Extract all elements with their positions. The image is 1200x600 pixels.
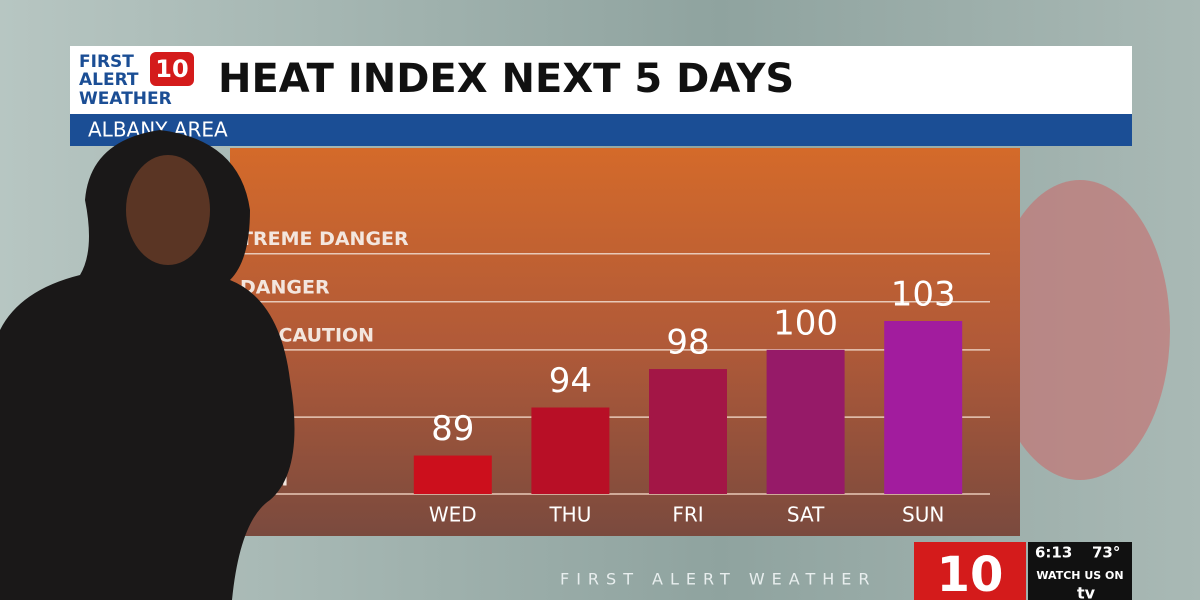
logo-text: WEATHER bbox=[79, 89, 172, 109]
x-tick-label: THU bbox=[548, 503, 591, 527]
backdrop-shape bbox=[990, 180, 1170, 480]
x-tick-label: SAT bbox=[787, 503, 825, 527]
logo-badge bbox=[150, 52, 194, 86]
clock-box bbox=[1028, 542, 1132, 600]
y-tick-label: DANGER bbox=[240, 276, 330, 298]
bug-number: 10 bbox=[937, 547, 1004, 600]
station-bug bbox=[914, 542, 1026, 600]
clock-time: 6:13 bbox=[1035, 544, 1072, 562]
bar bbox=[649, 369, 727, 494]
chart-title: HEAT INDEX NEXT 5 DAYS bbox=[218, 56, 794, 102]
x-tick-label: SUN bbox=[902, 503, 944, 527]
value-label: 100 bbox=[773, 303, 838, 343]
y-tick-label: TREME DANGER bbox=[240, 228, 409, 250]
value-label: 89 bbox=[431, 409, 474, 449]
tv-text: tv bbox=[1077, 584, 1096, 600]
ticker: FIRST ALERT WEATHER bbox=[560, 570, 877, 589]
watch-text: WATCH US ON bbox=[1036, 569, 1123, 582]
bar bbox=[884, 321, 963, 494]
clock-temp: 73° bbox=[1092, 544, 1120, 562]
value-label: 98 bbox=[666, 323, 709, 363]
logo-number: 10 bbox=[155, 55, 188, 83]
title-bar bbox=[70, 46, 1132, 114]
logo-text: ALERT bbox=[79, 70, 139, 90]
bar bbox=[413, 455, 492, 494]
presenter-face bbox=[126, 155, 210, 265]
presenter bbox=[0, 130, 295, 600]
bar bbox=[531, 407, 610, 494]
x-tick-label: WED bbox=[429, 503, 477, 527]
subtitle-bar bbox=[70, 114, 1132, 146]
x-tick-label: FRI bbox=[672, 503, 703, 527]
logo-text: FIRST bbox=[79, 52, 134, 72]
value-label: 94 bbox=[549, 361, 592, 401]
bar bbox=[766, 349, 845, 494]
value-label: 103 bbox=[891, 275, 956, 315]
